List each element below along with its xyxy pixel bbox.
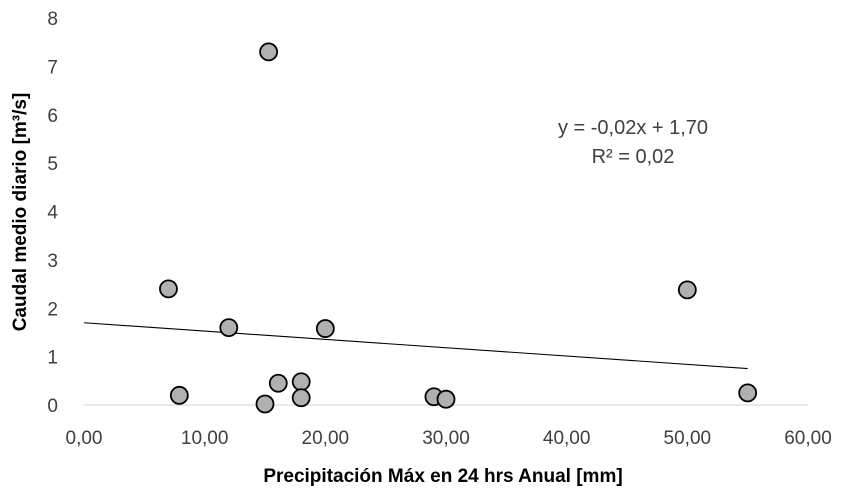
y-tick-label: 7 [47,57,58,78]
y-axis-title: Caudal medio diario [m³/s] [10,93,31,332]
trendline-r-squared: R² = 0,02 [592,146,675,168]
data-point [677,280,697,300]
y-tick-label: 8 [47,9,58,30]
data-point [169,385,189,405]
data-point [291,388,311,408]
data-point [255,394,275,414]
y-tick-label: 5 [47,154,58,175]
x-tick-label: 60,00 [784,428,832,449]
x-tick-label: 30,00 [422,428,470,449]
trendline-equation: y = -0,02x + 1,70 [558,117,708,139]
y-tick-label: 3 [47,251,58,272]
data-point [436,389,456,409]
x-tick-label: 20,00 [302,428,350,449]
data-point [159,279,178,299]
x-tick-label: 40,00 [543,428,591,449]
data-point [315,319,335,338]
x-tick-labels: 0,00 10,00 20,00 30,00 40,00 50,00 60,00 [66,428,832,449]
y-tick-label: 6 [47,106,58,127]
data-point [291,372,311,392]
y-tick-label: 2 [47,299,58,320]
data-point [268,373,288,393]
data-point [738,383,758,403]
data-point [219,318,239,338]
y-tick-label: 0 [47,396,58,417]
x-tick-label: 10,00 [181,428,229,449]
y-tick-label: 1 [47,348,58,369]
data-point [259,42,279,62]
x-tick-label: 50,00 [664,428,712,449]
data-points [159,42,758,414]
y-tick-label: 4 [47,203,58,224]
y-tick-labels: 0 1 2 3 4 5 6 7 8 [47,9,58,417]
trendline [83,322,748,370]
x-tick-label: 0,00 [66,428,103,449]
x-axis-title: Precipitación Máx en 24 hrs Anual [mm] [263,466,622,487]
